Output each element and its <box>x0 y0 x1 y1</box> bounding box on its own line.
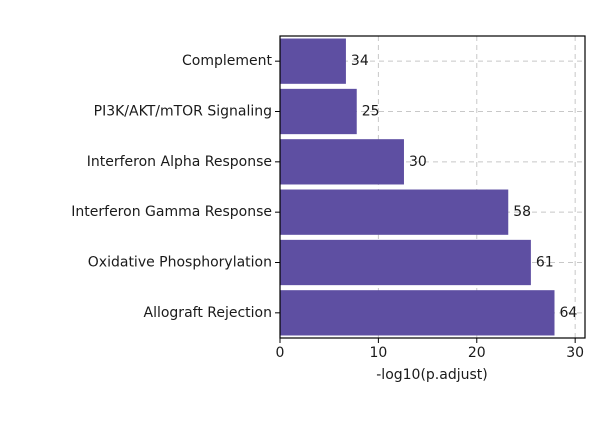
y-tick-label: Complement <box>182 53 272 69</box>
y-tick-label: PI3K/AKT/mTOR Signaling <box>94 104 272 120</box>
bar <box>280 290 555 336</box>
x-tick-label: 10 <box>369 345 387 361</box>
x-tick-label: 20 <box>468 345 486 361</box>
data-label: 64 <box>560 305 578 321</box>
data-label: 25 <box>362 104 380 120</box>
bar <box>280 139 404 185</box>
y-tick-label: Interferon Alpha Response <box>87 154 272 170</box>
bar <box>280 38 346 84</box>
y-tick-label: Interferon Gamma Response <box>71 204 272 220</box>
bar <box>280 239 531 286</box>
y-tick-label: Oxidative Phosphorylation <box>88 255 272 271</box>
plot-frame <box>279 35 586 339</box>
bar <box>280 88 357 135</box>
y-tick-label: Allograft Rejection <box>144 305 273 321</box>
bar <box>280 189 509 235</box>
data-label: 61 <box>536 255 554 271</box>
x-tick-label: 0 <box>276 345 285 361</box>
data-label: 30 <box>409 154 427 170</box>
x-tick-label: 30 <box>566 345 584 361</box>
x-axis-label: -log10(p.adjust) <box>376 367 487 383</box>
data-label: 58 <box>513 204 531 220</box>
data-label: 34 <box>351 53 369 69</box>
